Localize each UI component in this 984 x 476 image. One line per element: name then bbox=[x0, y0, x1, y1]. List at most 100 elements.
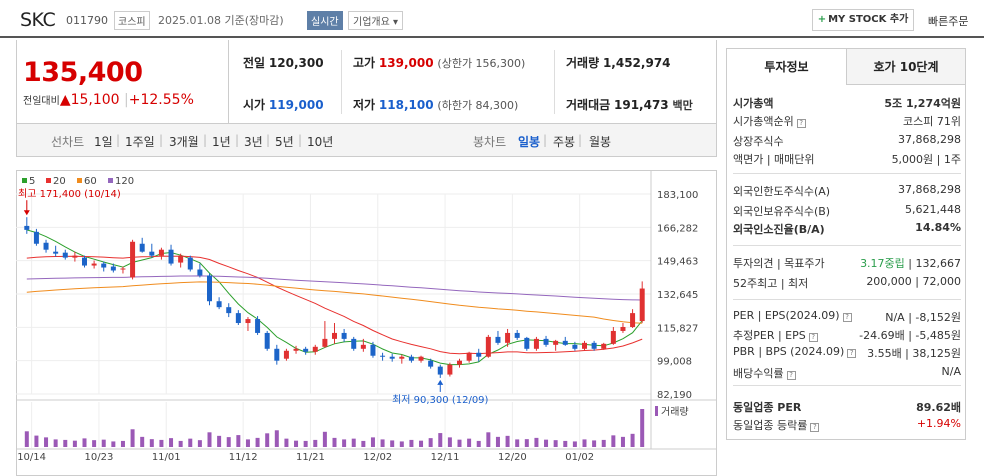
candle-body bbox=[639, 288, 645, 322]
quick-order-link[interactable]: 빠른주문 bbox=[928, 15, 969, 28]
upper-limit: (상한가 156,300) bbox=[437, 57, 526, 70]
help-icon[interactable]: ? bbox=[796, 119, 806, 128]
candle-body bbox=[197, 269, 203, 276]
y-tick-label: 166,282 bbox=[657, 223, 698, 234]
info-row: 투자의견 | 목표주가 3.17중립 | 132,667 bbox=[733, 255, 961, 271]
info-value: 3.55배 | 38,125원 bbox=[867, 347, 961, 360]
up-arrow-icon: ▲ bbox=[59, 92, 71, 108]
chart-frame bbox=[16, 170, 717, 476]
price-change: 전일대비▲15,100 |+12.55% bbox=[23, 92, 194, 108]
candle-body bbox=[226, 307, 232, 314]
candle-body bbox=[168, 249, 174, 264]
market-badge: 코스피 bbox=[114, 11, 150, 30]
volume-bar bbox=[92, 440, 97, 447]
candle-body bbox=[24, 225, 30, 230]
period-5y[interactable]: 5년 bbox=[275, 135, 294, 149]
low-label: 저가 bbox=[353, 98, 376, 112]
divider bbox=[554, 50, 555, 114]
volume-bar bbox=[82, 438, 87, 447]
x-tick-label: 12/20 bbox=[498, 452, 527, 463]
divider: | bbox=[203, 133, 208, 147]
volume-bar bbox=[63, 439, 68, 447]
x-tick-label: 11/21 bbox=[296, 452, 325, 463]
volume-bar bbox=[438, 433, 443, 447]
info-value: 코스피 71위 bbox=[903, 115, 961, 128]
candle-body bbox=[33, 231, 39, 244]
info-label: 시가총액순위? bbox=[733, 113, 806, 129]
candlestick-chart[interactable]: 183,100 166,282 149,463 132,645 115,827 99,00… bbox=[16, 170, 717, 476]
volume-bar bbox=[544, 439, 549, 447]
help-icon[interactable]: ? bbox=[786, 371, 796, 380]
candle-body bbox=[457, 360, 462, 365]
info-row: 액면가 | 매매단위 5,000원 | 1주 bbox=[733, 151, 961, 167]
volume-label: 거래량 bbox=[566, 56, 600, 70]
help-icon[interactable]: ? bbox=[847, 349, 857, 358]
volume-bar bbox=[226, 437, 231, 447]
divider bbox=[733, 299, 961, 300]
volume-bar bbox=[620, 436, 625, 447]
x-tick-label: 01/02 bbox=[565, 452, 594, 463]
candle-body bbox=[274, 348, 280, 361]
candle-weekly[interactable]: 주봉 bbox=[553, 135, 576, 149]
candle-chart-label[interactable]: 봉차트 bbox=[473, 135, 507, 149]
volume-bar bbox=[524, 439, 529, 447]
x-tick-label: 10/14 bbox=[17, 452, 46, 463]
line-chart-label[interactable]: 선차트 bbox=[51, 135, 85, 149]
help-icon[interactable]: ? bbox=[810, 423, 820, 432]
period-3y[interactable]: 3년 bbox=[244, 135, 263, 149]
candle-body bbox=[332, 332, 337, 339]
info-value: N/A bbox=[941, 365, 961, 378]
add-mystock-button[interactable]: + MY STOCK 추가 bbox=[812, 9, 914, 31]
volume-bar bbox=[34, 435, 39, 447]
period-3m[interactable]: 3개월 bbox=[169, 135, 199, 149]
period-1y[interactable]: 1년 bbox=[212, 135, 231, 149]
info-value: 5,621,448 bbox=[905, 203, 961, 216]
volume-bar bbox=[24, 431, 29, 447]
volume-bar bbox=[322, 431, 327, 447]
legend-swatch bbox=[655, 406, 658, 416]
candle-body bbox=[235, 313, 241, 324]
info-row: 동일업종 PER 89.62배 bbox=[733, 399, 961, 415]
legend-swatch bbox=[108, 178, 113, 183]
help-icon[interactable]: ? bbox=[842, 313, 852, 322]
x-tick-label: 12/11 bbox=[431, 452, 460, 463]
price-chart[interactable]: 183,100 166,282 149,463 132,645 115,827 99,00… bbox=[16, 170, 717, 476]
candle-body bbox=[591, 342, 597, 349]
candle-daily[interactable]: 일봉 bbox=[518, 135, 541, 149]
volume-bar bbox=[53, 439, 58, 447]
volume-bar bbox=[476, 440, 481, 447]
info-label: 동일업종 등락률? bbox=[733, 417, 820, 433]
tab-order-book[interactable]: 호가 10단계 bbox=[846, 49, 965, 85]
period-1w[interactable]: 1주일 bbox=[125, 135, 155, 149]
ma-line-5 bbox=[26, 229, 643, 366]
volume-bar bbox=[120, 440, 125, 447]
tab-investment-info[interactable]: 투자정보 bbox=[764, 60, 809, 74]
candle-body bbox=[380, 355, 386, 357]
info-value: 37,868,298 bbox=[898, 133, 961, 146]
realtime-button[interactable]: 실시간 bbox=[307, 11, 343, 30]
divider bbox=[733, 385, 961, 386]
period-10y[interactable]: 10년 bbox=[307, 135, 334, 149]
volume-bar bbox=[159, 439, 164, 447]
y-tick-label: 99,008 bbox=[657, 357, 692, 368]
help-icon[interactable]: ? bbox=[808, 333, 818, 342]
period-1d[interactable]: 1일 bbox=[94, 135, 113, 149]
x-tick-label: 11/12 bbox=[229, 452, 258, 463]
ma-line-60 bbox=[26, 281, 643, 324]
info-value: 37,868,298 bbox=[898, 183, 961, 196]
candle-body bbox=[110, 266, 116, 271]
candle-monthly[interactable]: 월봉 bbox=[589, 135, 612, 149]
candle-body bbox=[572, 344, 578, 349]
volume-bar bbox=[447, 437, 452, 447]
company-overview-dropdown[interactable]: 기업개요 ▾ bbox=[348, 11, 404, 30]
candle-body bbox=[293, 348, 299, 351]
candle-body bbox=[476, 352, 482, 357]
stock-header: SKC 011790 코스피 2025.01.08 기준(장마감) 실시간 기업… bbox=[0, 0, 984, 38]
volume-bar bbox=[457, 439, 462, 447]
info-value: -24.69배 | -5,485원 bbox=[859, 329, 961, 342]
volume-bar bbox=[380, 439, 385, 447]
y-tick-label: 82,190 bbox=[657, 390, 692, 401]
info-row: PER | EPS(2024.09)? N/A | -8,152원 bbox=[733, 309, 961, 325]
candle-body bbox=[149, 251, 155, 256]
info-row: 외국인한도주식수(A) 37,868,298 bbox=[733, 183, 961, 199]
